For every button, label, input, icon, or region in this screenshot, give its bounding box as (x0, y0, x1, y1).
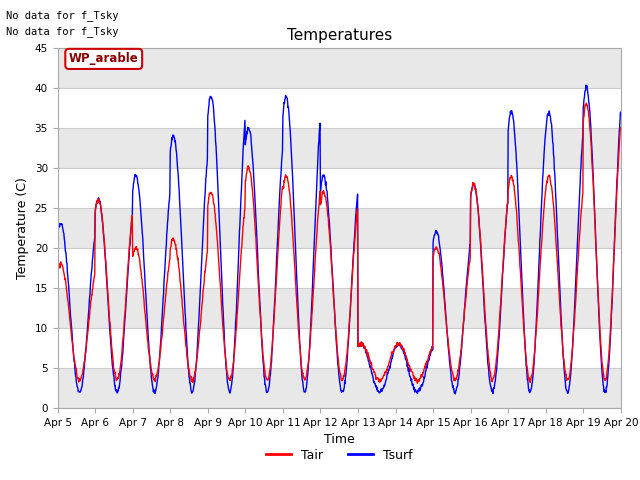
Tsurf (500, 243, 508, 249)
Title: Temperatures: Temperatures (287, 28, 392, 43)
Bar (58, 288, 621, 328)
Legend: Tair, Tsurf: Tair, Tsurf (261, 444, 417, 467)
Bar (58, 128, 621, 168)
Tair (582, 100, 590, 106)
Text: No data for f_Tsky: No data for f_Tsky (6, 10, 119, 21)
Bar (58, 48, 621, 88)
Tair (500, 241, 508, 247)
Tair (179, 307, 187, 312)
Tsurf (451, 391, 459, 397)
Tair (616, 125, 624, 131)
Tsurf (165, 199, 173, 205)
Text: No data for f_Tsky: No data for f_Tsky (6, 26, 119, 37)
Tair (54, 269, 61, 275)
X-axis label: Time: Time (324, 433, 355, 446)
Tsurf (550, 155, 557, 160)
Line: Tsurf: Tsurf (58, 85, 620, 394)
Y-axis label: Temperature (C): Temperature (C) (16, 177, 29, 279)
Tsurf (616, 109, 624, 115)
Tair (550, 207, 557, 213)
Tair (413, 380, 421, 386)
Bar (58, 208, 621, 248)
Tair (165, 261, 173, 267)
Text: WP_arable: WP_arable (69, 52, 139, 65)
Tair (242, 178, 250, 184)
Tsurf (242, 137, 250, 143)
Tsurf (582, 82, 590, 88)
Tsurf (426, 352, 434, 358)
Bar (58, 368, 621, 408)
Line: Tair: Tair (58, 103, 620, 383)
Tsurf (54, 230, 61, 236)
Tair (427, 349, 435, 355)
Tsurf (179, 262, 187, 268)
